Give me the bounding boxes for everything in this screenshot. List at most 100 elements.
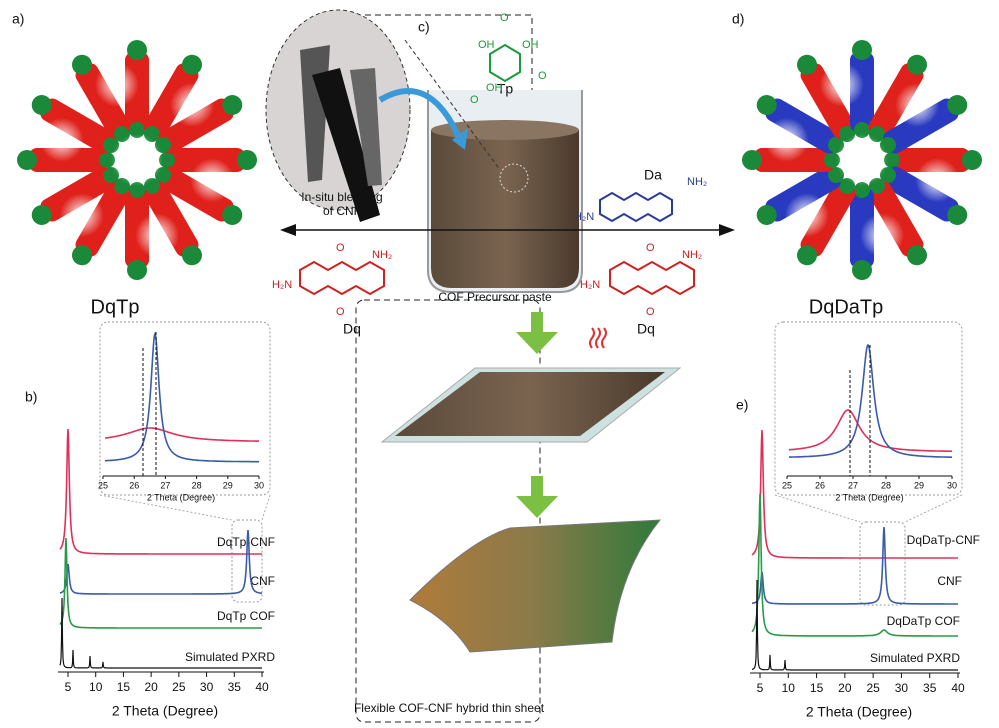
inset-tick-label: 26 <box>815 480 825 490</box>
process-arrow <box>516 312 558 354</box>
x-tick-label: 5 <box>757 681 764 695</box>
chem-label: O <box>646 242 655 254</box>
trace-label: Simulated PXRD <box>870 651 960 665</box>
chem-label: O <box>500 12 509 24</box>
da-rings <box>600 193 672 221</box>
pore <box>836 134 888 186</box>
caption: of CNF <box>323 204 361 218</box>
process-arrow <box>516 476 558 518</box>
x-tick-label: 25 <box>172 680 186 694</box>
x-tick-label: 25 <box>866 681 880 695</box>
node <box>962 150 982 170</box>
heat-icon <box>590 328 606 348</box>
node <box>237 150 257 170</box>
pore <box>95 63 139 107</box>
monomer-label: Dq <box>343 321 361 337</box>
scheme-frame <box>356 300 540 722</box>
pore <box>170 83 214 127</box>
cof-structure <box>17 40 257 280</box>
chem-label: NH₂ <box>372 249 392 261</box>
x-tick-label: 30 <box>200 680 214 694</box>
node <box>17 150 37 170</box>
cof-structure <box>742 40 982 280</box>
x-axis-label: 2 Theta (Degree) <box>112 703 218 719</box>
x-tick-label: 40 <box>951 681 965 695</box>
pore <box>190 158 234 202</box>
panel-label: d) <box>732 11 744 27</box>
node <box>127 260 147 280</box>
flexible-sheet <box>410 520 660 652</box>
panel-label: a) <box>12 11 24 27</box>
x-axis-label: 2 Theta (Degree) <box>806 704 912 720</box>
inset-tick-label: 27 <box>160 480 170 490</box>
pore <box>135 213 179 257</box>
node <box>852 260 872 280</box>
x-tick-label: 20 <box>838 681 852 695</box>
trace-label: CNF <box>250 574 275 588</box>
node <box>742 150 762 170</box>
structure-name: DqDaTp <box>809 296 883 318</box>
inset-tick-label: 29 <box>223 480 233 490</box>
structure-name: DqTp <box>91 296 140 318</box>
pore <box>40 118 84 162</box>
pore <box>915 158 959 202</box>
pattern-curve <box>105 334 259 462</box>
inset-tick-label: 28 <box>192 480 202 490</box>
chem-label: O <box>470 94 479 106</box>
panel-label: c) <box>418 19 430 35</box>
inset-tick-label: 28 <box>881 480 891 490</box>
chem-label: O <box>336 242 345 254</box>
inset-tick-label: 29 <box>914 480 924 490</box>
tp-ring <box>490 45 520 81</box>
x-tick-label: 35 <box>923 681 937 695</box>
pore <box>820 63 864 107</box>
pore <box>765 118 809 162</box>
figure: a) c) d) b) e) DqTp DqDaTp Tp Da Dq Dq I… <box>0 0 999 728</box>
node <box>127 40 147 60</box>
trace-label: DqDaTp COF <box>887 614 960 628</box>
chem-label: OH <box>478 39 495 51</box>
pattern-curve <box>105 428 259 441</box>
x-tick-label: 5 <box>65 680 72 694</box>
x-tick-label: 10 <box>89 680 103 694</box>
caption: COF Precursor paste <box>438 290 552 304</box>
inset-tick-label: 25 <box>98 480 108 490</box>
inset-tick-label: 26 <box>129 480 139 490</box>
inset-tick-label: 30 <box>254 480 264 490</box>
panel-label: b) <box>25 389 37 405</box>
monomer-label: Dq <box>637 321 655 337</box>
chem-label: O <box>336 306 345 318</box>
pore <box>860 213 904 257</box>
caption: Flexible COF-CNF hybrid thin sheet <box>354 701 545 715</box>
chem-label: H₂N <box>580 279 600 291</box>
inset-axis-label: 2 Theta (Degree) <box>835 492 903 502</box>
monomer-label: Da <box>644 167 662 183</box>
caption: In-situ blending <box>301 190 382 204</box>
pore <box>895 83 939 127</box>
trace-label: Simulated PXRD <box>185 650 275 664</box>
inset-tick-label: 27 <box>848 480 858 490</box>
chem-label: O <box>646 306 655 318</box>
chem-label: H₂N <box>272 279 292 291</box>
chem-label: OH <box>486 82 503 94</box>
trace-label: CNF <box>937 574 962 588</box>
chem-label: NH₂ <box>687 176 707 188</box>
trace-label: DqDaTp-CNF <box>907 533 980 547</box>
trace-label: DqTp COF <box>217 609 275 623</box>
inset-frame <box>100 322 270 495</box>
x-tick-label: 40 <box>255 680 269 694</box>
page: {"panels":{"a":"a)","b":"b)","c":"c)","d… <box>0 0 999 728</box>
inset-axis-label: 2 Theta (Degree) <box>147 492 215 502</box>
pore <box>60 193 104 237</box>
panel-label: e) <box>736 397 748 413</box>
x-tick-label: 35 <box>228 680 242 694</box>
node <box>852 40 872 60</box>
x-tick-label: 15 <box>117 680 131 694</box>
x-tick-label: 30 <box>895 681 909 695</box>
x-tick-label: 15 <box>810 681 824 695</box>
chem-label: O <box>538 70 547 82</box>
inset-tick-label: 25 <box>782 480 792 490</box>
inset-tick-label: 30 <box>947 480 957 490</box>
pore <box>785 193 829 237</box>
paste <box>431 130 579 288</box>
